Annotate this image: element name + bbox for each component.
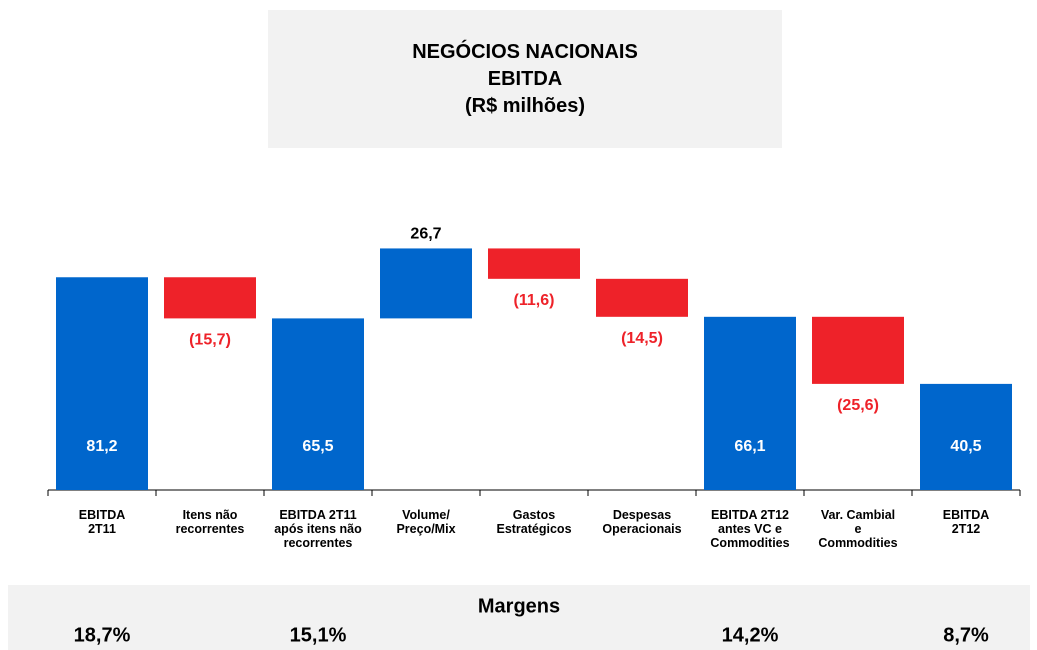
bar (272, 318, 364, 490)
value-label: 65,5 (302, 438, 333, 455)
margin-box (8, 585, 1030, 650)
chart-title: NEGÓCIOS NACIONAIS EBITDA (R$ milhões) (268, 10, 782, 148)
category-label: Itens não recorrentes (175, 508, 245, 536)
category-label: Volume/ Preço/Mix (396, 508, 456, 536)
value-label: (25,6) (837, 397, 879, 414)
value-label: 81,2 (86, 438, 117, 455)
margin-value: 18,7% (74, 624, 131, 646)
category-label: Var. Cambial e Commodities (818, 508, 898, 550)
margin-value: 15,1% (290, 624, 347, 646)
bar (380, 248, 472, 319)
value-label: (11,6) (514, 292, 555, 309)
value-label: (15,7) (189, 332, 231, 349)
margin-value: 8,7% (943, 624, 989, 646)
bar (704, 316, 796, 490)
category-label: Gastos Estratégicos (496, 508, 572, 536)
value-label: 40,5 (950, 438, 981, 455)
bar (596, 278, 688, 317)
category-label: EBITDA 2T11 após itens não recorrentes (274, 508, 362, 550)
bar (812, 316, 904, 384)
bar (164, 277, 256, 319)
bar (56, 277, 148, 490)
margin-value: 14,2% (722, 624, 779, 646)
value-label: 26,7 (410, 226, 441, 243)
margin-title: Margens (478, 595, 560, 617)
bar (920, 383, 1012, 490)
value-label: (14,5) (621, 330, 663, 347)
category-label: EBITDA 2T11 (78, 508, 126, 536)
value-label: 66,1 (734, 438, 765, 455)
category-label: EBITDA 2T12 antes VC e Commodities (710, 508, 790, 550)
category-label: EBITDA 2T12 (942, 508, 990, 536)
bar (488, 248, 580, 279)
category-label: Despesas Operacionais (602, 508, 682, 536)
